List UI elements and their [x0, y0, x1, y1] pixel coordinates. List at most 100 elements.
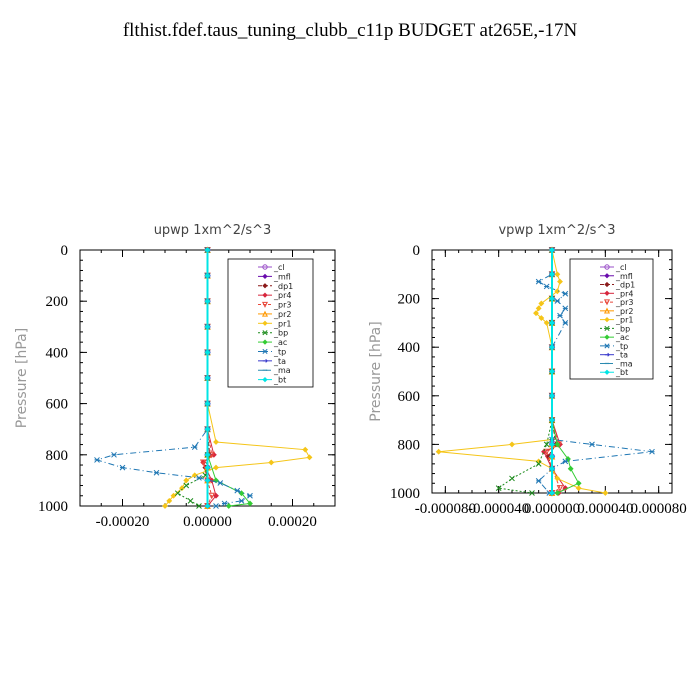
- data-point: [543, 319, 550, 326]
- y-tick-label: 600: [46, 397, 69, 413]
- legend-entry: _dp1: [615, 281, 635, 290]
- data-point: [562, 290, 569, 297]
- legend-marker: [604, 334, 610, 340]
- upwp-panel: upwp 1xm^2/s^3 Pressure [hPa] 0 200 400 600 80…: [14, 223, 336, 530]
- data-point: [554, 475, 561, 482]
- legend-entry: _mfl: [273, 272, 291, 281]
- data-point: [213, 464, 219, 471]
- legend-entry: _ta: [273, 357, 286, 366]
- legend-entry: _ac: [273, 338, 287, 347]
- data-point: [238, 498, 245, 504]
- data-point: [111, 451, 117, 458]
- data-point: [204, 477, 211, 484]
- legend-marker: [604, 316, 610, 323]
- legend-entry: _ma: [615, 359, 633, 368]
- y-tick-label: 1000: [390, 486, 420, 502]
- legend-marker: [262, 339, 268, 345]
- legend-marker: [603, 307, 611, 314]
- y-tick-label: 600: [398, 389, 421, 405]
- data-point: [557, 278, 563, 285]
- legend-marker: [262, 330, 268, 336]
- legend-marker: [604, 264, 610, 270]
- legend-entry: _tp: [273, 347, 286, 356]
- data-point: [306, 454, 313, 461]
- x-tick-label: 0.00000: [183, 514, 232, 530]
- data-point: [225, 503, 232, 509]
- legend-marker: [262, 283, 268, 289]
- legend-entry: _pr1: [615, 316, 633, 325]
- legend-entry: _mfl: [615, 272, 633, 281]
- y-tick-label: 800: [46, 448, 69, 464]
- y-axis-label: Pressure [hPa]: [14, 328, 30, 428]
- data-point: [183, 477, 190, 484]
- x-tick-label: 0.00020: [268, 514, 317, 530]
- legend-entry: _dp1: [273, 282, 293, 291]
- data-point: [554, 271, 561, 278]
- data-point: [549, 319, 555, 326]
- data-point: [557, 312, 563, 319]
- data-point: [196, 503, 202, 509]
- data-point: [204, 451, 211, 458]
- legend-marker: [604, 369, 610, 375]
- legend-marker: [262, 376, 268, 383]
- data-point: [213, 439, 219, 445]
- data-point: [575, 480, 582, 487]
- data-point: [268, 459, 275, 466]
- data-point: [208, 492, 216, 500]
- legend-marker: [604, 281, 610, 288]
- data-point: [562, 458, 569, 465]
- data-point: [554, 490, 561, 496]
- data-point: [191, 444, 198, 450]
- data-point: [94, 457, 100, 463]
- y-tick-label: 200: [398, 292, 421, 308]
- data-point: [535, 460, 542, 467]
- data-point: [549, 417, 555, 424]
- y-tick-label: 0: [61, 243, 69, 259]
- panel-title: vpwp 1xm^2/s^3: [498, 223, 615, 238]
- data-point: [538, 315, 545, 321]
- data-point: [204, 426, 211, 433]
- data-point: [543, 283, 550, 290]
- legend-entry: _pr1: [273, 319, 291, 328]
- legend-entry: _tp: [615, 342, 628, 351]
- series-line: [95, 250, 252, 507]
- data-point: [170, 492, 177, 499]
- legend-marker: [604, 273, 610, 279]
- data-point: [221, 500, 228, 507]
- y-tick-label: 200: [46, 294, 69, 310]
- data-point: [204, 247, 211, 253]
- legend-marker: [604, 290, 610, 296]
- data-point: [562, 305, 569, 312]
- data-point: [529, 490, 535, 496]
- legend-entry: _bt: [273, 376, 286, 385]
- data-point: [549, 368, 555, 375]
- y-tick-label: 1000: [38, 499, 68, 515]
- legend-box: [569, 258, 654, 380]
- data-point: [535, 278, 542, 285]
- legend-marker: [604, 352, 610, 357]
- legend-entry: _cl: [615, 263, 627, 272]
- data-point: [213, 503, 219, 509]
- legend: _cl_mfl_dp1_pr4_pr3_pr2_pr1_bp_ac_tp_ta_…: [569, 258, 654, 380]
- data-point: [549, 344, 555, 351]
- data-point: [567, 465, 574, 472]
- y-axis-label: Pressure [hPa]: [368, 321, 384, 421]
- data-point: [549, 392, 555, 399]
- legend-entry: _bp: [273, 329, 288, 338]
- data-point: [302, 446, 309, 453]
- data-point: [549, 247, 555, 253]
- data-point: [562, 320, 569, 326]
- data-point: [554, 298, 561, 304]
- page-title: flthist.fdef.taus_tuning_clubb_c11p BUDG…: [122, 20, 578, 41]
- legend-entry: _cl: [273, 263, 285, 272]
- legend-entry: _pr2: [273, 310, 291, 319]
- data-point: [166, 497, 173, 504]
- series-line: [537, 250, 653, 494]
- data-point: [509, 441, 515, 448]
- data-point: [119, 464, 126, 471]
- data-point: [174, 490, 181, 497]
- data-point: [204, 323, 211, 330]
- x-tick-label: 0.000000: [524, 501, 580, 517]
- legend-marker: [603, 299, 611, 306]
